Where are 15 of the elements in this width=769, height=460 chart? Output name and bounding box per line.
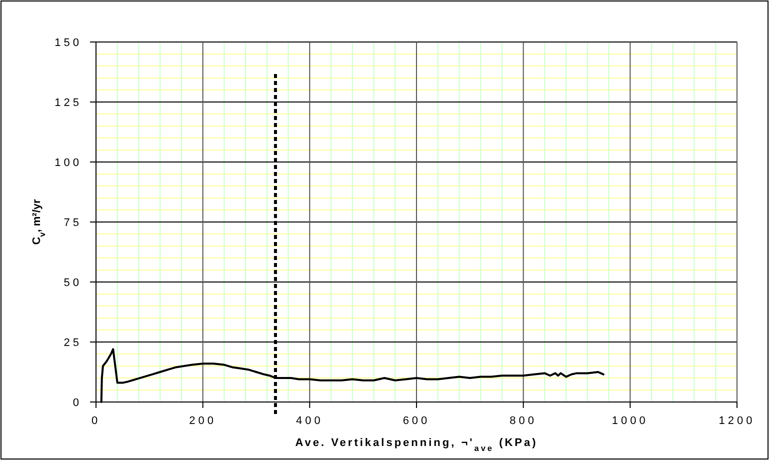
- x-tick-label: 0: [91, 415, 101, 427]
- y-tick-label: 0: [72, 396, 82, 409]
- x-tick-label: 400: [296, 415, 324, 427]
- y-tick-label: 75: [64, 216, 82, 229]
- x-tick-label: 1200: [718, 415, 756, 427]
- x-tick-label: 200: [189, 415, 217, 427]
- y-tick-label: 100: [54, 156, 82, 169]
- x-tick-label: 800: [510, 415, 538, 427]
- x-axis-title: Ave. Vertikalspenning, ¬'$_{ave}$ (KPa): [295, 437, 538, 452]
- x-tick-label: 600: [402, 415, 430, 427]
- y-tick-label: 50: [64, 276, 82, 289]
- x-tick-label: 1000: [612, 415, 648, 427]
- y-tick-label: 150: [54, 36, 82, 49]
- y-tick-label: 25: [64, 336, 82, 349]
- y-tick-label: 125: [54, 96, 82, 109]
